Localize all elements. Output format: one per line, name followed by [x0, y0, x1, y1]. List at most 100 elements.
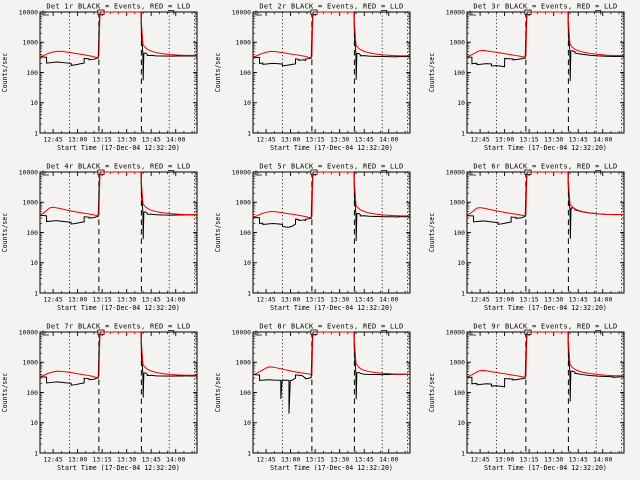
x-tick-label: 13:30 — [544, 295, 563, 303]
plot-title: Det 7r BLACK = Events, RED = LLD — [46, 322, 190, 330]
series-events-line — [253, 171, 411, 242]
x-tick-label: 14:00 — [379, 135, 398, 143]
y-tick-label: 100 — [453, 229, 465, 237]
x-tick-label: 13:30 — [117, 295, 136, 303]
x-axis-label: Start Time (17-Dec-04 12:32:20) — [57, 464, 180, 472]
series-events-line — [39, 331, 198, 398]
y-tick-label: 1000 — [23, 359, 39, 367]
x-tick-label: 12:45 — [43, 135, 62, 143]
x-axis-label: Start Time (17-Dec-04 12:32:20) — [57, 144, 180, 152]
det-9r-chart: 12:45 13:00 13:15 13:30 13:45 14:00 1 10 100 1000… — [428, 322, 625, 472]
plot-title: Det 2r BLACK = Events, RED = LLD — [260, 2, 404, 10]
y-tick-label: 10000 — [19, 168, 38, 176]
clip-artifact-bracket-right — [167, 170, 175, 175]
series-events-line — [466, 11, 624, 82]
x-tick-label: 14:00 — [166, 455, 185, 463]
series-events-line — [466, 171, 624, 239]
x-tick-label: 13:45 — [355, 295, 374, 303]
x-tick-label: 13:45 — [355, 135, 374, 143]
x-tick-label: 13:00 — [495, 295, 514, 303]
x-tick-label: 13:00 — [68, 295, 87, 303]
plot-box — [39, 331, 198, 454]
y-tick-label: 1000 — [23, 199, 39, 207]
y-tick-label: 10000 — [445, 328, 464, 336]
series-lld-line — [466, 331, 624, 378]
y-tick-label: 10 — [30, 259, 38, 267]
series-events-line — [39, 171, 198, 240]
clip-artifact-bracket-left — [469, 10, 476, 16]
x-tick-label: 13:00 — [495, 455, 514, 463]
y-tick-label: 10000 — [232, 168, 251, 176]
plot-box — [252, 11, 411, 134]
y-tick-label: 10000 — [232, 8, 251, 16]
plot-title: Det 5r BLACK = Events, RED = LLD — [260, 162, 404, 170]
y-tick-label: 1000 — [236, 39, 252, 47]
x-tick-label: 13:15 — [519, 135, 538, 143]
x-tick-label: 13:45 — [355, 455, 374, 463]
y-tick-label: 1 — [34, 449, 38, 457]
clip-artifact-bracket-right — [167, 330, 175, 335]
y-tick-label: 1000 — [23, 39, 39, 47]
clip-artifact-bracket-left — [469, 170, 476, 176]
x-tick-label: 12:45 — [470, 295, 489, 303]
x-tick-label: 13:00 — [495, 135, 514, 143]
detector-panel-3: 12:45 13:00 13:15 13:30 13:45 14:00 1 10 100 1000… — [427, 0, 640, 160]
y-tick-label: 10 — [244, 419, 252, 427]
y-tick-label: 1 — [461, 289, 465, 297]
detector-panel-2: 12:45 13:00 13:15 13:30 13:45 14:00 1 10 100 1000… — [213, 0, 426, 160]
plot-box — [39, 171, 198, 294]
x-tick-label: 13:00 — [68, 135, 87, 143]
y-tick-label: 100 — [26, 389, 38, 397]
y-tick-label: 1 — [34, 289, 38, 297]
x-tick-label: 13:45 — [568, 295, 587, 303]
plot-box — [466, 171, 625, 294]
y-tick-label: 1 — [461, 449, 465, 457]
x-tick-label: 14:00 — [593, 135, 612, 143]
series-lld-line — [466, 11, 624, 58]
y-tick-label: 10 — [244, 99, 252, 107]
y-axis-label: Counts/sec — [214, 213, 222, 253]
x-tick-label: 12:45 — [257, 295, 276, 303]
x-tick-label: 13:15 — [93, 455, 112, 463]
x-axis-label: Start Time (17-Dec-04 12:32:20) — [484, 304, 607, 312]
x-tick-label: 13:30 — [330, 455, 349, 463]
x-tick-label: 12:45 — [257, 135, 276, 143]
y-axis-label: Counts/sec — [214, 53, 222, 93]
x-tick-label: 13:00 — [281, 135, 300, 143]
x-axis-label: Start Time (17-Dec-04 12:32:20) — [484, 144, 607, 152]
clip-artifact-bracket-right — [381, 330, 388, 335]
y-tick-label: 10000 — [232, 328, 251, 336]
y-tick-label: 1 — [247, 449, 251, 457]
x-tick-label: 13:15 — [519, 295, 538, 303]
plot-title: Det 8r BLACK = Events, RED = LLD — [260, 322, 404, 330]
x-tick-label: 13:30 — [544, 455, 563, 463]
plot-title: Det 9r BLACK = Events, RED = LLD — [473, 322, 617, 330]
x-tick-label: 13:15 — [306, 135, 325, 143]
series-lld-line — [253, 331, 411, 375]
x-tick-label: 13:15 — [93, 135, 112, 143]
clip-artifact-bracket-left — [42, 170, 49, 176]
clip-artifact-bracket-left — [255, 330, 263, 336]
x-axis-label: Start Time (17-Dec-04 12:32:20) — [57, 304, 180, 312]
series-lld-line — [466, 171, 624, 217]
series-events-line — [39, 11, 198, 81]
y-tick-label: 100 — [240, 229, 252, 237]
y-tick-label: 10 — [244, 259, 252, 267]
clip-artifact-bracket-left — [255, 170, 263, 176]
x-tick-label: 13:45 — [142, 455, 161, 463]
clip-artifact-bracket-right — [381, 10, 388, 15]
plot-title: Det 1r BLACK = Events, RED = LLD — [46, 2, 190, 10]
x-tick-label: 12:45 — [43, 455, 62, 463]
x-tick-label: 13:15 — [306, 455, 325, 463]
x-axis-label: Start Time (17-Dec-04 12:32:20) — [270, 304, 393, 312]
y-tick-label: 100 — [453, 69, 465, 77]
plot-title: Det 3r BLACK = Events, RED = LLD — [473, 2, 617, 10]
x-tick-label: 14:00 — [166, 135, 185, 143]
det-8r-chart: 12:45 13:00 13:15 13:30 13:45 14:00 1 10 100 1000… — [214, 322, 411, 472]
y-axis-label: Counts/sec — [214, 373, 222, 413]
x-tick-label: 12:45 — [470, 135, 489, 143]
detector-panel-5: 12:45 13:00 13:15 13:30 13:45 14:00 1 10 100 1000… — [213, 160, 426, 320]
x-axis-label: Start Time (17-Dec-04 12:32:20) — [270, 464, 393, 472]
series-lld-line — [39, 11, 198, 59]
x-tick-label: 14:00 — [593, 455, 612, 463]
